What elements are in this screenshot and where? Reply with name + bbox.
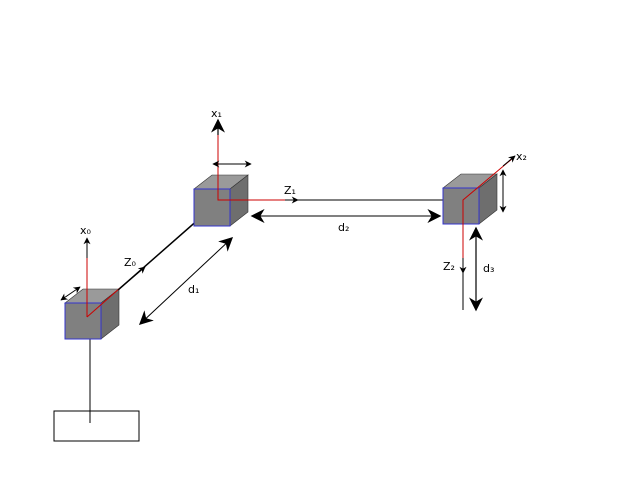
label-d1: d₁ (188, 283, 199, 296)
robot-base (53, 338, 140, 442)
label-x2: x₂ (516, 150, 527, 163)
frame-1-axes (211, 118, 299, 204)
joint-cube-2 (442, 173, 498, 225)
joint-cube-1 (193, 174, 249, 227)
base-plate (53, 410, 140, 442)
label-z2: Z₂ (443, 260, 455, 273)
z0-axis-red (86, 248, 121, 318)
label-z1: Z₁ (284, 184, 296, 197)
frame-2-axes (459, 155, 516, 310)
label-x0: x₀ (80, 224, 92, 237)
x2-arrow (502, 155, 516, 167)
cube-1-front (193, 188, 231, 227)
label-d2: d₂ (338, 221, 349, 234)
z0-arrow (117, 266, 146, 291)
cube-2-front (442, 187, 480, 225)
z2-axis-red (462, 157, 514, 272)
y0-double-arrow (60, 286, 81, 301)
z1-axis-red (217, 135, 298, 201)
label-d3: d₃ (483, 262, 494, 275)
label-z0: Z₀ (124, 256, 137, 269)
frame-0-axes (60, 237, 146, 318)
d1-dimension-arrow (138, 237, 234, 325)
label-x1: x₁ (211, 107, 222, 120)
cube-0-front (64, 302, 102, 340)
